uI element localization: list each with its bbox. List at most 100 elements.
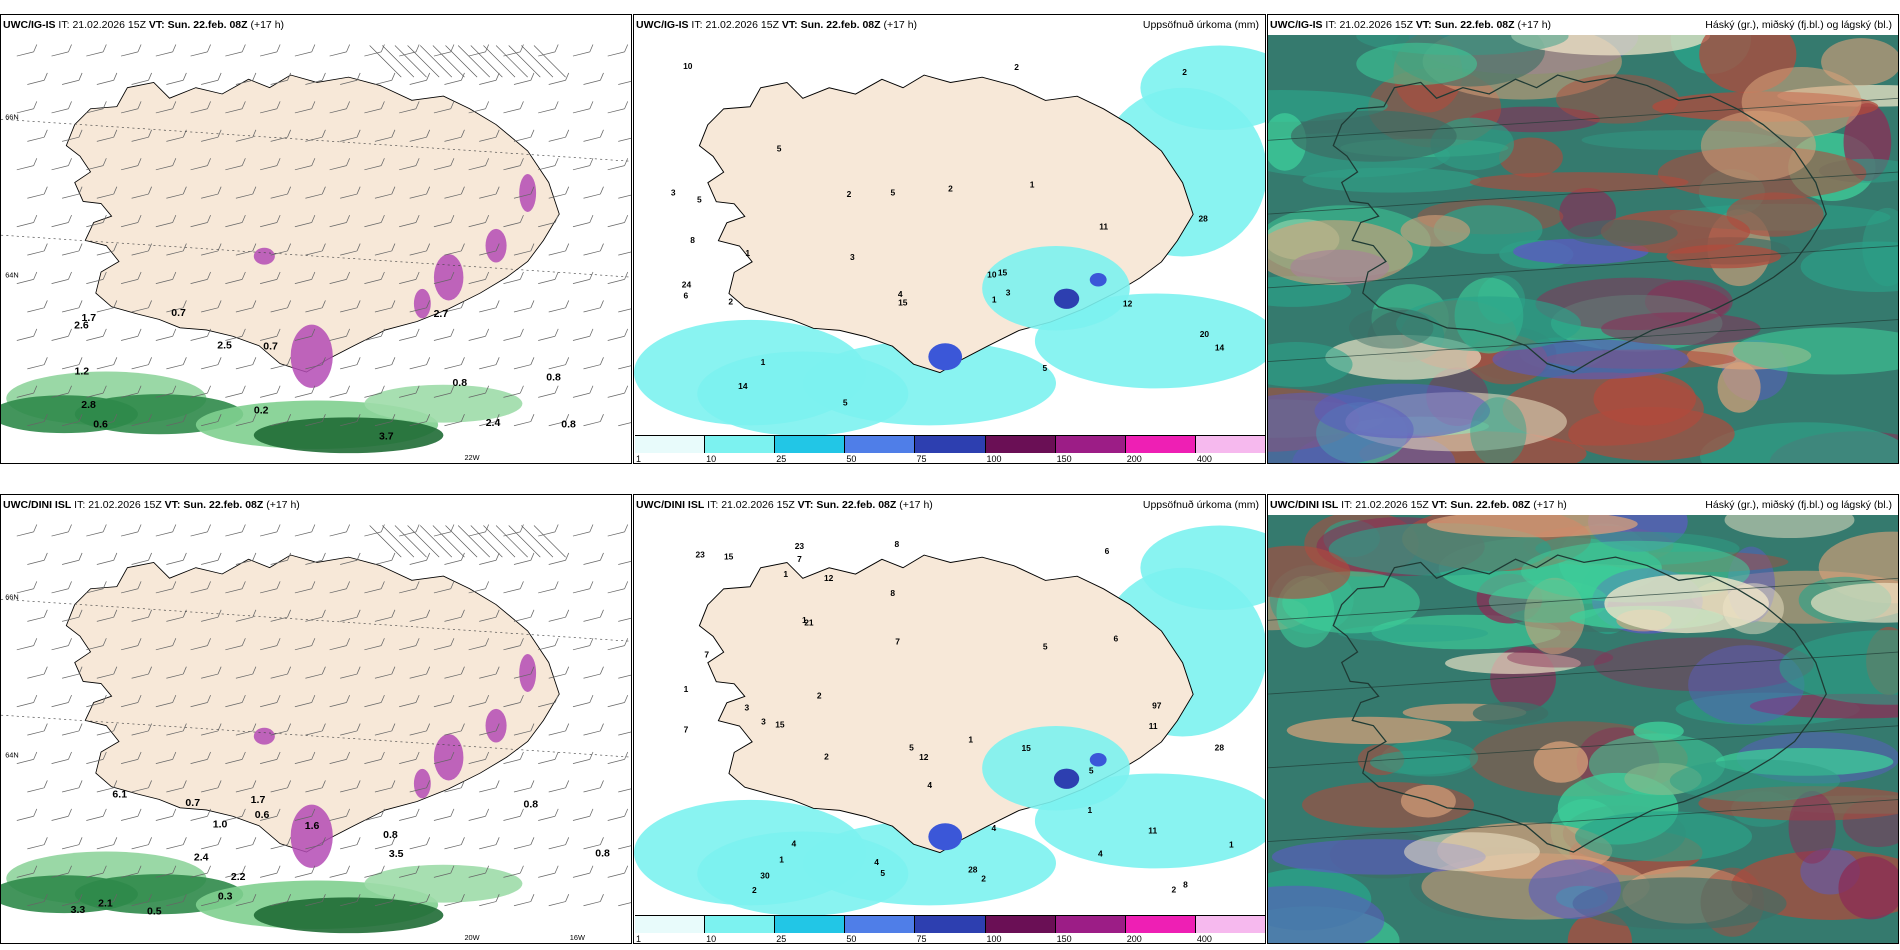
wind-barb	[468, 638, 490, 651]
wind-barb	[235, 186, 257, 199]
wind-barb	[433, 44, 455, 57]
wind-barb	[433, 101, 455, 114]
wind-barb	[468, 751, 490, 764]
precip-area	[1140, 525, 1265, 610]
wind-value-label: 0.6	[93, 419, 108, 431]
wind-barb	[294, 328, 316, 341]
wind-barb	[548, 129, 570, 142]
cloud-patch	[1575, 811, 1753, 862]
wind-barb	[294, 214, 316, 228]
wind-barb	[166, 780, 187, 793]
wind-barb	[409, 129, 431, 142]
colorbar-tick-label: 200	[1126, 454, 1142, 464]
wind-barb	[16, 101, 38, 114]
panel-p1-wind: UWC/IG-IS IT: 21.02.2026 15Z VT: Sun. 22…	[0, 14, 632, 464]
wind-barb	[399, 385, 420, 398]
wind-barb	[503, 694, 524, 708]
lead-time: (+17 h)	[1533, 499, 1567, 511]
wind-barb	[364, 271, 385, 284]
wind-barb	[399, 581, 420, 594]
wind-barb	[409, 666, 431, 679]
wind-barb	[225, 865, 246, 878]
wind-barb	[190, 44, 211, 57]
wind-barb	[260, 808, 281, 821]
wind-barb	[503, 158, 524, 171]
wind-barb	[270, 723, 292, 736]
cloud-patch	[1426, 515, 1638, 538]
wind-barb	[86, 271, 107, 284]
precip-value-label: 3	[1006, 288, 1011, 298]
wind-barb	[468, 214, 490, 228]
precip-value-label: 2	[847, 189, 852, 199]
wind-barb	[86, 524, 107, 537]
cloud-patch	[1290, 110, 1457, 162]
wind-barb	[294, 865, 316, 878]
panel-p2-precip: UWC/IG-IS IT: 21.02.2026 15Z VT: Sun. 22…	[633, 14, 1266, 464]
wind-barb	[479, 666, 500, 679]
wind-barb	[96, 837, 118, 850]
wind-barb	[120, 865, 142, 878]
model-name: UWC/IG-IS	[3, 19, 56, 31]
wind-barb	[513, 666, 535, 679]
cloud-patch	[1726, 192, 1824, 237]
wind-barb	[607, 865, 629, 878]
precip-value-label: 14	[1215, 342, 1225, 352]
wind-barb	[503, 385, 524, 398]
wind-barb	[618, 365, 631, 370]
hatch-line	[533, 45, 566, 78]
colorbar-cell	[845, 915, 916, 933]
precip-value-label: 2	[1014, 62, 1019, 72]
wind-barb	[270, 414, 292, 427]
graticule-label: 66N	[5, 112, 19, 121]
colorbar-tick-label: 200	[1126, 934, 1142, 944]
wind-barb	[131, 414, 152, 427]
wind-barb	[16, 808, 38, 821]
wind-barb	[538, 385, 559, 398]
wind-barb	[201, 552, 222, 565]
precip-colorbar: 1 10 25 50 75 100 150 200 400	[634, 435, 1265, 463]
wind-barb	[583, 300, 604, 313]
wind-barb	[294, 694, 316, 708]
wind-barb	[155, 328, 177, 341]
precip-value-label: 2	[752, 885, 757, 895]
cloud-patch	[1533, 741, 1589, 783]
wind-barb	[51, 524, 72, 537]
wind-barb	[374, 780, 396, 793]
wind-barb	[201, 666, 222, 679]
wind-barb	[155, 694, 177, 708]
wind-barb	[513, 414, 535, 427]
hatch-line	[407, 45, 440, 78]
wind-barb	[374, 609, 396, 622]
wind-value-label: 6.1	[112, 789, 127, 801]
it-value: 21.02.2026 15Z	[721, 499, 795, 511]
wind-value-label: 0.8	[561, 419, 576, 431]
wind-barb	[479, 72, 500, 85]
wind-barb	[190, 328, 211, 341]
panel-legend-title: Uppsöfnuð úrkoma (mm)	[1142, 499, 1259, 511]
panel-legend-title: Uppsöfnuð úrkoma (mm)	[1142, 19, 1259, 31]
wind-barb	[225, 271, 246, 284]
wind-barb	[618, 137, 631, 142]
precip-value-label: 7	[797, 554, 802, 564]
wind-value-label: 0.6	[255, 809, 270, 821]
wind-barb	[305, 894, 326, 907]
wind-barb	[16, 214, 38, 228]
wind-barb	[468, 808, 490, 821]
precip-value-label: 10	[683, 61, 693, 71]
vt-value: Sun. 22.feb. 08Z	[816, 499, 897, 511]
wind-barb	[225, 751, 246, 764]
snowfall-area	[290, 324, 333, 388]
heavy-precip-cell	[1053, 288, 1080, 309]
panel-title: UWC/IG-IS IT: 21.02.2026 15Z VT: Sun. 22…	[3, 19, 284, 31]
wind-barb	[329, 694, 350, 708]
wind-barb	[51, 808, 72, 821]
colorbar-tick-label: 75	[916, 934, 927, 944]
wind-barb	[409, 300, 431, 313]
wind-barb	[572, 865, 594, 878]
wind-barb	[235, 357, 257, 370]
wind-barb	[583, 837, 604, 850]
wind-barb	[374, 186, 396, 199]
colorbar-tick-label: 1	[636, 934, 642, 944]
it-value: 21.02.2026 15Z	[72, 19, 146, 31]
precip-value-label: 2	[817, 690, 822, 700]
